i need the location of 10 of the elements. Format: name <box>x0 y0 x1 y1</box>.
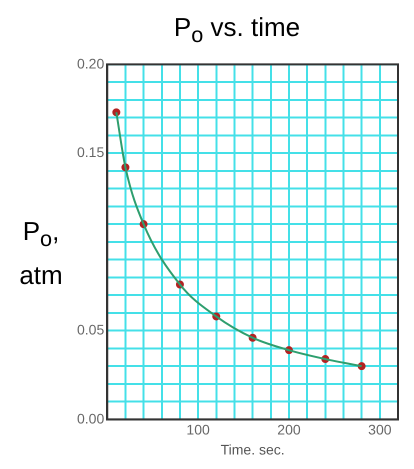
x-tick-label: 300 <box>368 422 392 438</box>
y-tick-label: 0.05 <box>77 322 104 338</box>
y-tick-label: 0.15 <box>77 144 104 160</box>
x-tick-label: 100 <box>186 422 210 438</box>
chart-title: P$_{o}$ vs. time <box>172 12 302 48</box>
y-axis-title: P$_{o}$, atm <box>18 215 64 292</box>
y-tick-label: 0.20 <box>77 55 104 72</box>
x-tick-label: 200 <box>277 422 301 438</box>
y-tick-label: 0.00 <box>77 410 104 426</box>
x-axis-title: Time. sec. <box>220 441 285 458</box>
